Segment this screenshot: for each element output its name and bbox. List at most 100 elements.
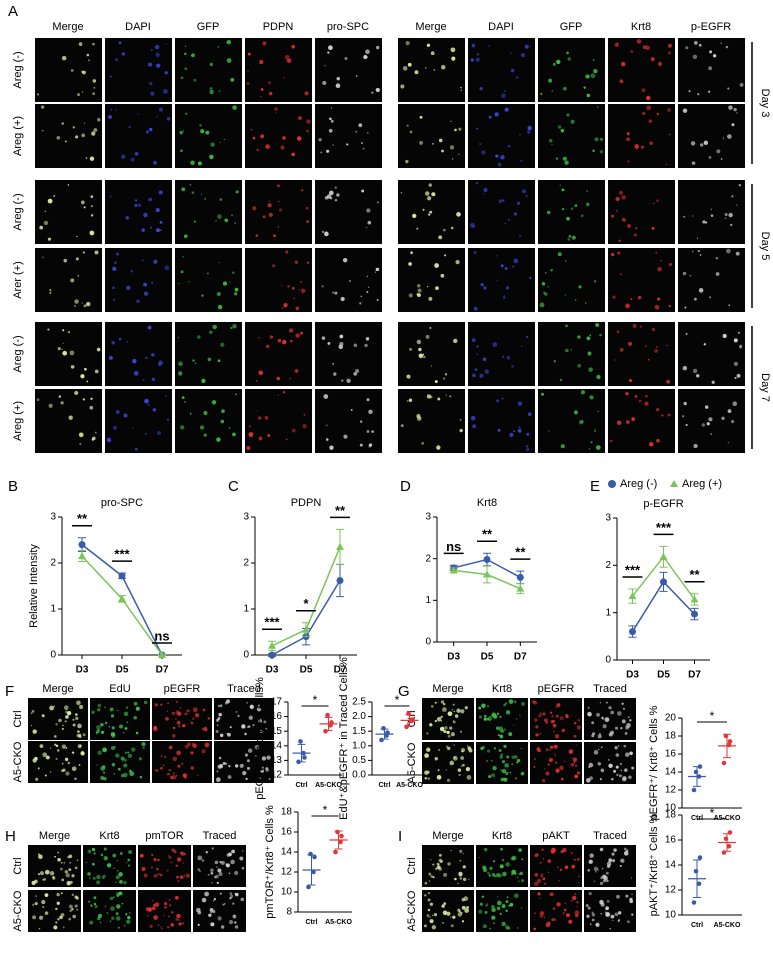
cell-signal bbox=[450, 47, 456, 53]
cell-signal bbox=[615, 726, 619, 730]
cell-signal bbox=[137, 113, 139, 115]
cell-signal bbox=[588, 448, 591, 450]
cell-signal bbox=[476, 353, 479, 355]
cell-signal bbox=[539, 897, 541, 899]
cell-signal bbox=[712, 54, 717, 58]
cell-signal bbox=[481, 745, 486, 749]
cell-signal bbox=[732, 401, 738, 406]
cell-signal bbox=[471, 338, 476, 342]
cell-signal bbox=[559, 868, 563, 871]
cell-signal bbox=[573, 721, 577, 725]
cell-signal bbox=[126, 285, 131, 290]
cell-signal bbox=[728, 105, 733, 110]
cell-signal bbox=[104, 721, 108, 725]
x-tick-label: Ctrl bbox=[691, 815, 703, 822]
column-header: pmTOR bbox=[145, 830, 183, 842]
y-tick-label: 0 bbox=[243, 650, 249, 661]
cell-signal bbox=[627, 920, 630, 924]
cell-signal bbox=[149, 127, 153, 132]
cell-signal bbox=[151, 281, 154, 284]
cell-signal bbox=[539, 302, 545, 308]
cell-signal bbox=[115, 410, 120, 414]
cell-signal bbox=[450, 732, 455, 737]
cell-signal bbox=[436, 445, 441, 450]
cell-signal bbox=[642, 45, 647, 50]
cell-signal bbox=[450, 916, 452, 918]
cell-signal bbox=[262, 41, 267, 46]
cell-signal bbox=[486, 903, 489, 905]
cell-signal bbox=[264, 415, 269, 420]
cell-signal bbox=[503, 295, 505, 297]
cell-signal bbox=[733, 338, 738, 343]
cell-signal bbox=[246, 702, 248, 704]
cell-signal bbox=[250, 129, 253, 131]
cell-signal bbox=[510, 68, 515, 73]
cell-signal bbox=[706, 422, 710, 426]
cell-signal bbox=[186, 709, 190, 713]
cell-signal bbox=[738, 184, 741, 187]
cell-signal bbox=[78, 733, 82, 737]
cell-signal bbox=[470, 58, 474, 62]
cell-signal bbox=[727, 409, 732, 413]
cell-signal bbox=[657, 297, 661, 301]
cell-signal bbox=[171, 848, 175, 852]
cell-signal bbox=[226, 853, 231, 857]
cell-signal bbox=[519, 133, 521, 136]
cell-signal bbox=[584, 302, 587, 304]
cell-signal bbox=[171, 775, 177, 780]
cell-signal bbox=[534, 853, 538, 858]
cell-signal bbox=[516, 927, 519, 929]
cell-signal bbox=[708, 90, 711, 93]
cell-signal bbox=[505, 771, 509, 776]
cell-signal bbox=[183, 234, 188, 239]
cell-signal bbox=[353, 343, 358, 348]
cell-signal bbox=[428, 872, 432, 876]
cell-signal bbox=[655, 251, 658, 254]
cell-signal bbox=[163, 901, 168, 906]
cell-signal bbox=[181, 187, 186, 192]
cell-signal bbox=[442, 921, 444, 924]
cell-signal bbox=[722, 137, 725, 139]
cell-signal bbox=[220, 419, 225, 424]
cell-signal bbox=[480, 283, 484, 287]
cell-signal bbox=[228, 919, 234, 925]
panel-letter: B bbox=[8, 478, 18, 495]
cell-signal bbox=[241, 724, 246, 729]
cell-signal bbox=[619, 774, 622, 778]
cell-signal bbox=[600, 913, 602, 915]
cell-signal bbox=[201, 294, 204, 297]
cell-signal bbox=[151, 377, 156, 382]
cell-signal bbox=[49, 871, 55, 876]
cell-signal bbox=[501, 93, 506, 99]
cell-signal bbox=[96, 725, 101, 730]
cell-signal bbox=[158, 360, 163, 366]
dot bbox=[721, 760, 727, 766]
cell-signal bbox=[38, 854, 43, 860]
cell-signal bbox=[432, 876, 435, 879]
micrograph bbox=[315, 389, 382, 453]
cell-signal bbox=[367, 286, 370, 289]
cell-signal bbox=[731, 419, 735, 424]
cell-signal bbox=[225, 699, 231, 704]
cell-signal bbox=[592, 59, 595, 62]
cell-signal bbox=[452, 703, 455, 706]
cell-signal bbox=[521, 879, 525, 883]
cell-signal bbox=[451, 158, 454, 160]
cell-signal bbox=[294, 260, 299, 264]
cell-signal bbox=[201, 859, 205, 862]
cell-signal bbox=[499, 715, 502, 719]
cell-signal bbox=[141, 228, 145, 232]
cell-signal bbox=[576, 725, 581, 730]
cell-signal bbox=[201, 378, 206, 383]
cell-signal bbox=[70, 881, 73, 884]
cell-signal bbox=[89, 405, 94, 410]
cell-signal bbox=[586, 914, 590, 918]
cell-signal bbox=[259, 777, 262, 780]
cell-signal bbox=[446, 911, 451, 916]
micrograph bbox=[538, 322, 605, 386]
cell-signal bbox=[574, 764, 578, 767]
panel-letter: E bbox=[590, 478, 600, 495]
cell-signal bbox=[226, 39, 232, 45]
sig-label: ** bbox=[482, 527, 493, 542]
cell-signal bbox=[443, 377, 446, 380]
